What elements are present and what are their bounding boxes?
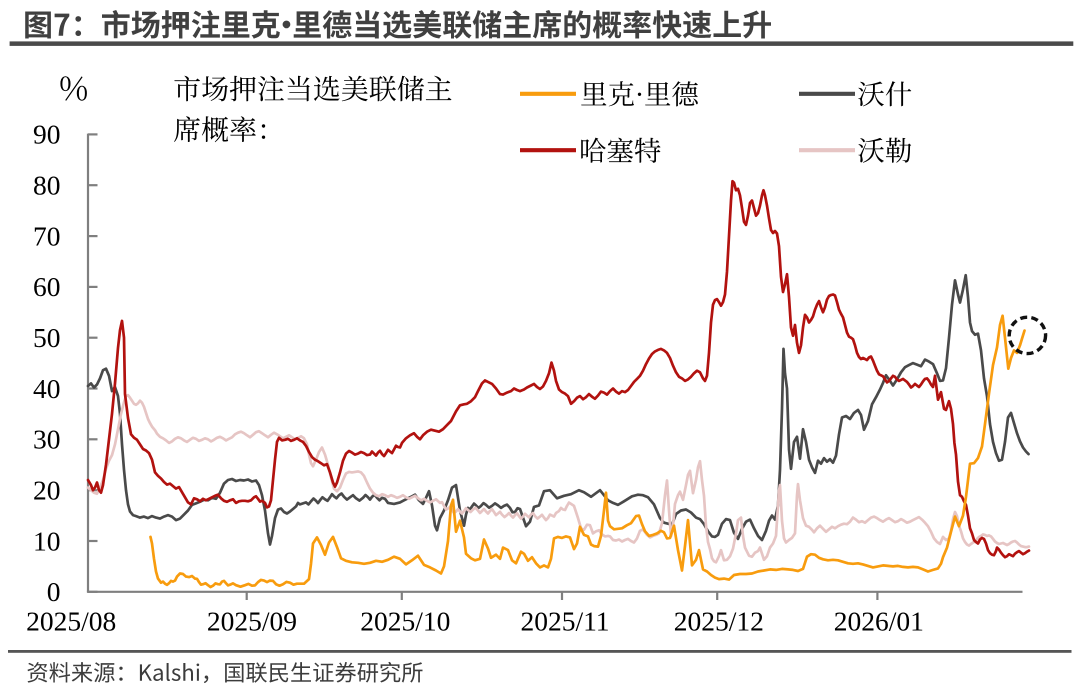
svg-text:80: 80: [33, 170, 61, 201]
svg-text:2025/09: 2025/09: [207, 606, 297, 637]
svg-text:2026/01: 2026/01: [834, 606, 924, 637]
svg-text:0: 0: [47, 576, 61, 607]
svg-text:20: 20: [33, 475, 61, 506]
svg-text:30: 30: [33, 424, 61, 455]
svg-text:70: 70: [33, 220, 61, 251]
svg-text:10: 10: [33, 525, 61, 556]
svg-text:90: 90: [33, 119, 61, 150]
svg-text:2025/10: 2025/10: [360, 606, 450, 637]
svg-text:40: 40: [33, 373, 61, 404]
svg-text:60: 60: [33, 271, 61, 302]
svg-text:50: 50: [33, 322, 61, 353]
svg-text:2025/12: 2025/12: [674, 606, 764, 637]
svg-text:2025/08: 2025/08: [26, 606, 116, 637]
svg-text:2025/11: 2025/11: [520, 606, 609, 637]
